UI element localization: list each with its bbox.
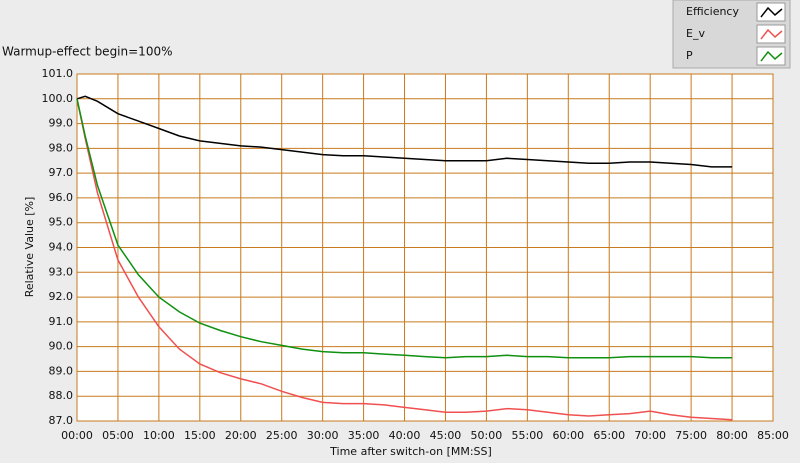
x-tick-label: 40:00	[389, 429, 421, 442]
y-tick-label: 87.0	[49, 414, 74, 427]
x-tick-label: 50:00	[471, 429, 503, 442]
x-tick-label: 80:00	[716, 429, 748, 442]
x-tick-label: 60:00	[552, 429, 584, 442]
x-tick-label: 45:00	[430, 429, 462, 442]
y-tick-label: 94.0	[49, 241, 74, 254]
legend-label: E_v	[686, 27, 705, 40]
x-tick-label: 20:00	[225, 429, 257, 442]
x-tick-label: 05:00	[102, 429, 134, 442]
legend-label: Efficiency	[686, 5, 739, 18]
y-tick-label: 97.0	[49, 166, 74, 179]
series-line	[76, 98, 733, 359]
y-tick-label: 91.0	[49, 315, 74, 328]
y-tick-label: 89.0	[49, 364, 74, 377]
x-tick-label: 85:00	[757, 429, 789, 442]
y-tick-label: 101.0	[42, 67, 74, 80]
series-line	[76, 95, 733, 168]
x-tick-label: 00:00	[61, 429, 93, 442]
x-tick-label: 35:00	[348, 429, 380, 442]
x-tick-label: 15:00	[184, 429, 216, 442]
y-tick-label: 92.0	[49, 290, 74, 303]
legend-swatch	[760, 6, 783, 18]
x-tick-label: 10:00	[143, 429, 175, 442]
y-tick-label: 95.0	[49, 216, 74, 229]
x-tick-label: 75:00	[675, 429, 707, 442]
y-tick-label: 88.0	[49, 389, 74, 402]
x-tick-label: 65:00	[593, 429, 625, 442]
series-line	[76, 98, 733, 421]
y-axis-label: Relative Value [%]	[23, 197, 36, 298]
legend-swatch	[760, 50, 783, 62]
y-tick-label: 93.0	[49, 265, 74, 278]
x-tick-label: 30:00	[307, 429, 339, 442]
y-tick-label: 100.0	[42, 92, 74, 105]
x-axis-label: Time after switch-on [MM:SS]	[329, 445, 492, 458]
y-tick-label: 96.0	[49, 191, 74, 204]
legend-label: P	[686, 49, 693, 62]
y-tick-label: 90.0	[49, 340, 74, 353]
y-tick-label: 98.0	[49, 141, 74, 154]
x-tick-label: 25:00	[266, 429, 298, 442]
legend-swatch	[760, 28, 783, 40]
x-tick-label: 55:00	[512, 429, 544, 442]
y-tick-label: 99.0	[49, 117, 74, 130]
x-tick-label: 70:00	[634, 429, 666, 442]
chart-title: Warmup-effect begin=100%	[2, 45, 172, 59]
